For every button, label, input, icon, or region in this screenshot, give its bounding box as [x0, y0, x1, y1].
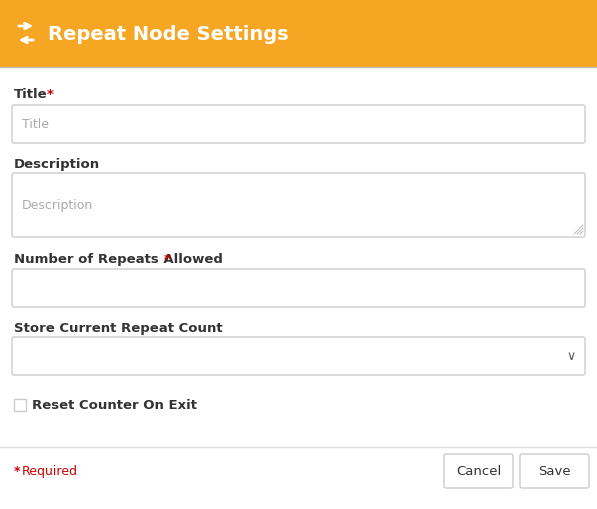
FancyBboxPatch shape: [12, 269, 585, 307]
Text: Store Current Repeat Count: Store Current Repeat Count: [14, 321, 223, 334]
Bar: [14, 399, 26, 411]
Text: *: *: [47, 88, 53, 101]
Text: Description: Description: [22, 199, 93, 212]
Text: *: *: [14, 465, 20, 477]
Text: *: *: [164, 252, 171, 266]
FancyBboxPatch shape: [12, 106, 585, 144]
Text: Title: Title: [14, 88, 48, 101]
FancyBboxPatch shape: [12, 337, 585, 375]
FancyBboxPatch shape: [12, 174, 585, 238]
FancyBboxPatch shape: [444, 454, 513, 488]
Text: Reset Counter On Exit: Reset Counter On Exit: [32, 399, 197, 412]
FancyBboxPatch shape: [520, 454, 589, 488]
Text: Repeat Node Settings: Repeat Node Settings: [48, 24, 288, 43]
Text: Save: Save: [538, 465, 571, 477]
Text: Number of Repeats Allowed: Number of Repeats Allowed: [14, 252, 223, 266]
Text: ∨: ∨: [567, 350, 576, 363]
Text: Title: Title: [22, 118, 49, 131]
Bar: [0, 0, 597, 68]
Text: Cancel: Cancel: [456, 465, 501, 477]
Text: Description: Description: [14, 158, 100, 171]
Text: Required: Required: [22, 465, 78, 477]
